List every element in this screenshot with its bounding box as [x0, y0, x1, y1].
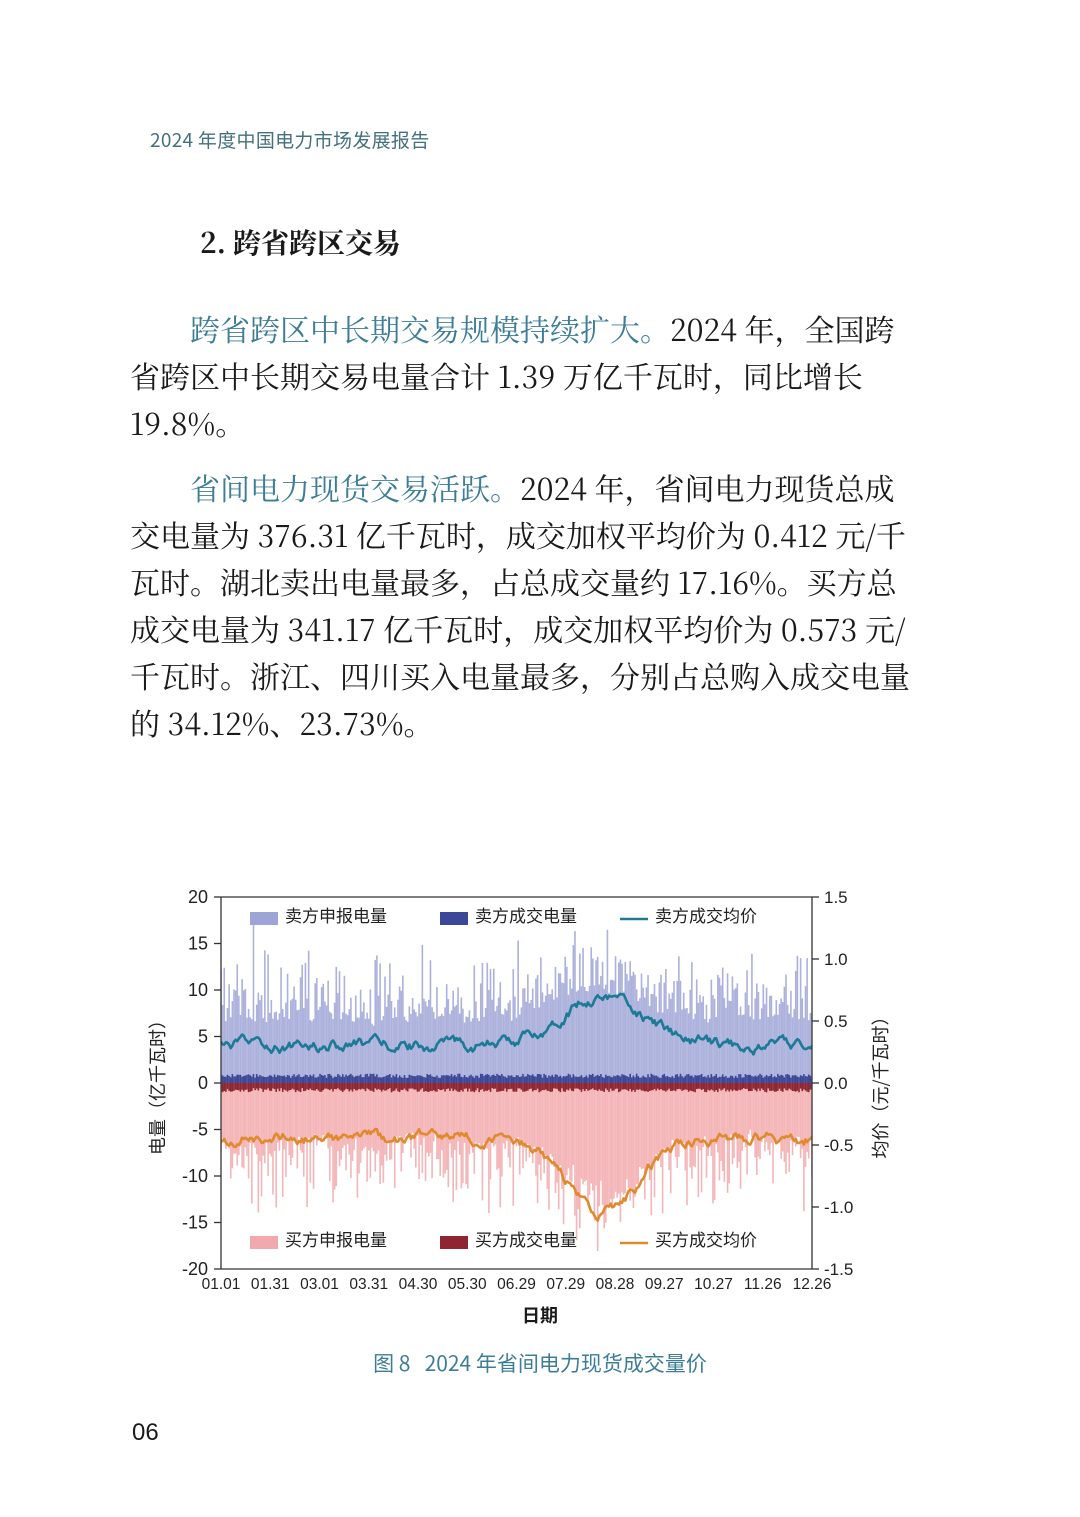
svg-text:07.29: 07.29 [546, 1276, 585, 1293]
svg-text:15: 15 [188, 934, 208, 954]
svg-text:卖方成交电量: 卖方成交电量 [475, 902, 577, 927]
svg-text:买方成交电量: 买方成交电量 [475, 1226, 577, 1251]
svg-text:03.01: 03.01 [300, 1276, 339, 1293]
svg-text:20: 20 [188, 887, 208, 907]
svg-text:0.0: 0.0 [824, 1074, 848, 1093]
svg-text:05.30: 05.30 [448, 1276, 487, 1293]
svg-text:电量（亿千瓦时）: 电量（亿千瓦时） [144, 1011, 170, 1155]
svg-text:-10: -10 [182, 1166, 208, 1186]
svg-text:01.01: 01.01 [202, 1276, 241, 1293]
svg-text:-1.0: -1.0 [824, 1198, 853, 1217]
svg-text:买方申报电量: 买方申报电量 [285, 1226, 387, 1251]
svg-text:卖方申报电量: 卖方申报电量 [285, 902, 387, 927]
svg-text:1.0: 1.0 [824, 950, 848, 969]
svg-text:12.26: 12.26 [793, 1276, 832, 1293]
svg-text:-5: -5 [192, 1120, 208, 1140]
svg-text:10: 10 [188, 980, 208, 1000]
svg-text:-15: -15 [182, 1213, 208, 1233]
svg-text:买方成交均价: 买方成交均价 [655, 1226, 757, 1251]
svg-text:均价（元/千瓦时）: 均价（元/千瓦时） [867, 1007, 893, 1158]
svg-text:03.31: 03.31 [349, 1276, 388, 1293]
svg-text:11.26: 11.26 [744, 1276, 782, 1293]
svg-text:09.27: 09.27 [645, 1276, 684, 1293]
svg-text:1.5: 1.5 [824, 888, 848, 907]
svg-text:卖方成交均价: 卖方成交均价 [655, 902, 757, 927]
svg-text:06.29: 06.29 [497, 1276, 536, 1293]
svg-text:10.27: 10.27 [694, 1276, 733, 1293]
svg-text:04.30: 04.30 [399, 1276, 438, 1293]
svg-text:0: 0 [198, 1073, 208, 1093]
svg-text:5: 5 [198, 1027, 208, 1047]
svg-text:0.5: 0.5 [824, 1012, 848, 1031]
svg-text:-0.5: -0.5 [824, 1136, 853, 1155]
svg-text:08.28: 08.28 [596, 1276, 635, 1293]
svg-text:01.31: 01.31 [251, 1276, 290, 1293]
